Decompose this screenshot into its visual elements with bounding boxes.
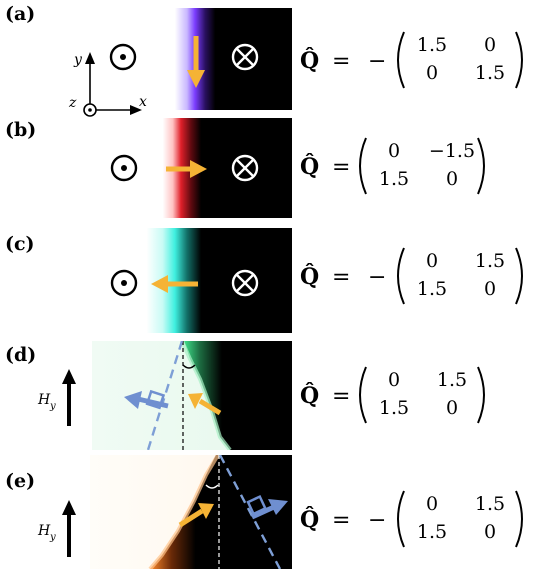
coordinate-axes: y x z — [68, 52, 147, 117]
equals-sign: = — [332, 49, 350, 74]
into-plane-cross-symbol — [231, 154, 259, 182]
right-parenthesis — [477, 137, 485, 195]
matrix-entry: 1.5 — [417, 34, 447, 56]
angle-arc — [182, 364, 196, 369]
y-axis-label: y — [73, 52, 83, 68]
matrix-entry: 1.5 — [475, 250, 505, 272]
left-parenthesis — [397, 490, 405, 548]
domain-wall-panel-d — [92, 341, 292, 450]
left-parenthesis — [397, 31, 405, 89]
matrix-entry: 0 — [446, 168, 458, 190]
domain-wall-panel-a — [90, 8, 292, 110]
magnetization-arrow-left — [151, 275, 198, 293]
magnetization-arrow-down — [187, 36, 205, 88]
field-arrow-e: H y — [37, 500, 76, 557]
right-angle-marker — [145, 389, 166, 410]
right-parenthesis — [477, 366, 485, 424]
right-parenthesis — [515, 490, 523, 548]
out-of-plane-dot-symbol — [110, 154, 138, 182]
matrix-entry: −1.5 — [429, 140, 475, 162]
magnetization-arrow-diagonal — [188, 393, 222, 416]
q-hat-symbol: Q̂ — [300, 507, 319, 533]
magnetization-arrow-diagonal — [178, 503, 214, 528]
field-label-subscript: y — [49, 532, 56, 543]
equals-sign: = — [332, 508, 350, 533]
left-parenthesis — [359, 137, 367, 195]
field-arrow-d: H y — [37, 369, 76, 426]
equals-sign: = — [332, 155, 350, 180]
minus-sign: − — [368, 265, 386, 290]
matrix-entry: 1.5 — [379, 397, 409, 419]
matrix-entry: 1.5 — [379, 168, 409, 190]
panel-label-e: (e) — [5, 470, 36, 492]
right-parenthesis — [515, 247, 523, 305]
angle-arc — [205, 484, 219, 489]
equals-sign: = — [332, 265, 350, 290]
z-axis-label: z — [68, 95, 77, 111]
into-plane-cross-symbol — [231, 43, 259, 71]
panel-label-c: (c) — [5, 233, 35, 255]
field-label-h: H — [37, 392, 51, 408]
q-hat-symbol: Q̂ — [300, 154, 319, 180]
x-axis-label: x — [139, 94, 147, 110]
left-parenthesis — [397, 247, 405, 305]
right-parenthesis — [515, 31, 523, 89]
domain-wall-panel-b — [90, 118, 292, 218]
panel-label-a: (a) — [5, 3, 36, 25]
left-parenthesis — [359, 366, 367, 424]
out-of-plane-dot-symbol — [109, 43, 137, 71]
matrix-entry: 0 — [388, 140, 400, 162]
blue-normal-arrow — [250, 499, 288, 520]
matrix-entry: 1.5 — [417, 521, 447, 543]
panel-label-d: (d) — [5, 344, 37, 366]
q-hat-symbol: Q̂ — [300, 264, 319, 290]
matrix-entry: 0 — [426, 250, 438, 272]
domain-wall-panel-e — [90, 455, 292, 569]
q-matrix-equations: Q̂ = −1.5 00 1.5Q̂ =0 −1.51.5 0Q̂ = −0 1.51.5 0Q̂ =0… — [300, 31, 523, 548]
matrix-entry: 0 — [484, 34, 496, 56]
wall-normal-dashed-line — [146, 341, 184, 450]
matrix-entry: 0 — [388, 369, 400, 391]
matrix-entry: 1.5 — [475, 62, 505, 84]
matrix-entry: 0 — [426, 493, 438, 515]
magnetization-arrow-right — [166, 160, 207, 178]
into-plane-cross-symbol — [231, 269, 259, 297]
q-hat-symbol: Q̂ — [300, 383, 319, 409]
q-hat-symbol: Q̂ — [300, 48, 319, 74]
wall-normal-dashed-line — [218, 455, 282, 569]
minus-sign: − — [368, 49, 386, 74]
minus-sign: − — [368, 508, 386, 533]
field-label-subscript: y — [49, 401, 56, 412]
field-label-h: H — [37, 523, 51, 539]
matrix-entry: 1.5 — [475, 493, 505, 515]
out-of-plane-dot-symbol — [110, 269, 138, 297]
matrix-entry: 1.5 — [417, 278, 447, 300]
blue-normal-arrow — [124, 391, 169, 409]
matrix-entry: 0 — [484, 521, 496, 543]
matrix-entry: 1.5 — [437, 369, 467, 391]
matrix-entry: 0 — [426, 62, 438, 84]
domain-wall-panel-c — [90, 228, 292, 333]
panel-label-b: (b) — [5, 119, 37, 141]
matrix-entry: 0 — [446, 397, 458, 419]
equals-sign: = — [332, 384, 350, 409]
matrix-entry: 0 — [484, 278, 496, 300]
